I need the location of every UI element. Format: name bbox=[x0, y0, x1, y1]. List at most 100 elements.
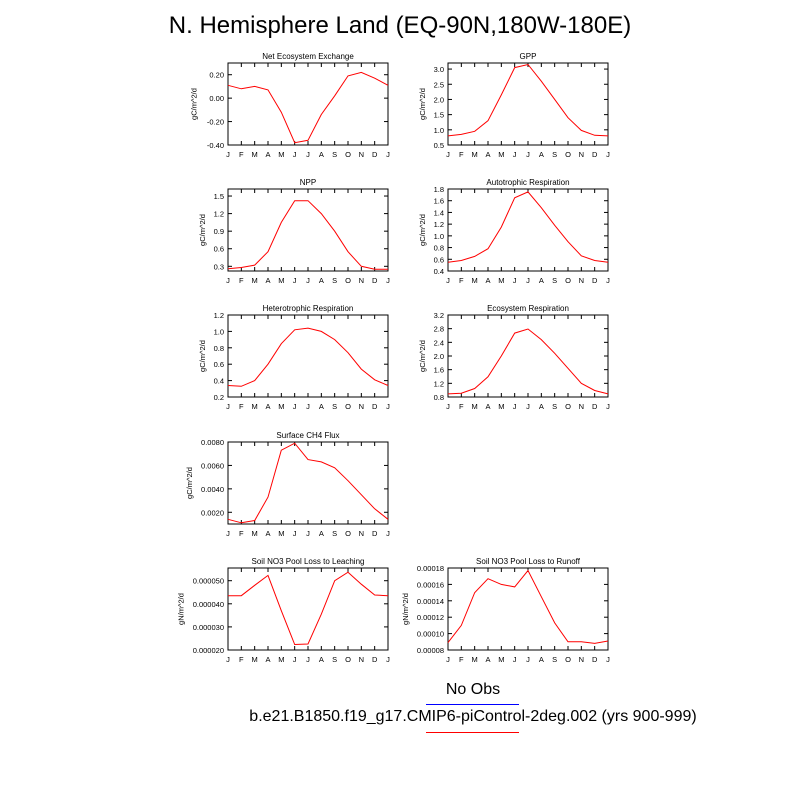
y-tick-label: 1.2 bbox=[434, 379, 444, 388]
x-tick-label: A bbox=[485, 402, 490, 411]
x-tick-label: F bbox=[459, 655, 464, 664]
x-tick-label: F bbox=[239, 402, 244, 411]
panel-title: Autotrophic Respiration bbox=[486, 178, 569, 187]
x-tick-label: M bbox=[472, 402, 478, 411]
x-tick-label: F bbox=[239, 150, 244, 159]
y-tick-label: -0.20 bbox=[207, 118, 224, 127]
panel-title: Soil NO3 Pool Loss to Leaching bbox=[252, 557, 365, 566]
chart-panel: Net Ecosystem Exchange -0.40 -0.20 0.00 0.20… bbox=[190, 52, 391, 159]
x-tick-label: J bbox=[606, 402, 610, 411]
y-tick-label: 2.8 bbox=[434, 325, 444, 334]
y-tick-label: 1.0 bbox=[434, 126, 444, 135]
legend-model-line bbox=[426, 732, 519, 733]
x-tick-label: J bbox=[386, 655, 390, 664]
x-tick-label: J bbox=[293, 529, 297, 538]
x-tick-label: J bbox=[513, 402, 517, 411]
x-tick-label: A bbox=[485, 150, 490, 159]
x-tick-label: N bbox=[359, 655, 364, 664]
x-tick-label: F bbox=[459, 276, 464, 285]
x-tick-label: N bbox=[579, 655, 584, 664]
x-tick-label: D bbox=[592, 655, 598, 664]
y-tick-label: 0.00012 bbox=[417, 613, 444, 622]
y-tick-label: 2.5 bbox=[434, 80, 444, 89]
x-tick-label: O bbox=[345, 150, 351, 159]
y-axis-label: gC/m^2/d bbox=[185, 467, 194, 499]
y-tick-label: 1.2 bbox=[214, 210, 224, 219]
plot-frame bbox=[227, 441, 389, 525]
x-tick-label: J bbox=[293, 150, 297, 159]
series-line bbox=[447, 569, 609, 644]
y-tick-label: 0.000040 bbox=[193, 600, 224, 609]
x-tick-label: M bbox=[498, 402, 504, 411]
y-tick-label: 1.6 bbox=[434, 197, 444, 206]
x-tick-label: J bbox=[226, 150, 230, 159]
y-axis-label: gC/m^2/d bbox=[418, 340, 427, 372]
x-tick-label: A bbox=[265, 276, 270, 285]
y-tick-label: 0.00016 bbox=[417, 580, 444, 589]
x-tick-label: J bbox=[293, 402, 297, 411]
y-tick-label: 0.5 bbox=[434, 141, 444, 150]
x-tick-label: N bbox=[359, 529, 364, 538]
x-tick-label: J bbox=[226, 276, 230, 285]
x-tick-label: J bbox=[306, 276, 310, 285]
x-tick-label: M bbox=[278, 276, 284, 285]
x-tick-label: A bbox=[265, 150, 270, 159]
panel-title: Heterotrophic Respiration bbox=[263, 304, 354, 313]
y-axis-label: gN/m^2/d bbox=[177, 593, 186, 625]
x-tick-label: A bbox=[319, 655, 324, 664]
x-tick-label: J bbox=[306, 150, 310, 159]
x-tick-label: J bbox=[513, 276, 517, 285]
panel-title: Soil NO3 Pool Loss to Runoff bbox=[476, 557, 581, 566]
x-tick-label: M bbox=[278, 655, 284, 664]
y-tick-label: 0.8 bbox=[214, 344, 224, 353]
x-tick-label: F bbox=[239, 529, 244, 538]
y-tick-label: 0.0040 bbox=[201, 485, 224, 494]
x-tick-label: O bbox=[345, 276, 351, 285]
x-tick-label: J bbox=[526, 150, 530, 159]
y-tick-label: 1.5 bbox=[214, 192, 224, 201]
x-tick-label: N bbox=[359, 150, 364, 159]
x-tick-label: N bbox=[579, 402, 584, 411]
y-tick-label: 0.000020 bbox=[193, 646, 224, 655]
plot-frame bbox=[447, 567, 609, 651]
plot-frame bbox=[447, 62, 609, 146]
x-tick-label: M bbox=[252, 529, 258, 538]
series-line bbox=[227, 200, 388, 270]
x-tick-label: J bbox=[606, 150, 610, 159]
x-tick-label: N bbox=[359, 276, 364, 285]
panel-title: NPP bbox=[300, 178, 316, 187]
x-tick-label: O bbox=[345, 529, 351, 538]
y-axis-label: gC/m^2/d bbox=[418, 88, 427, 120]
x-tick-label: J bbox=[446, 276, 450, 285]
x-tick-label: A bbox=[319, 402, 324, 411]
y-tick-label: 0.8 bbox=[434, 393, 444, 402]
x-tick-label: A bbox=[319, 529, 324, 538]
y-tick-label: 0.20 bbox=[209, 71, 224, 80]
x-tick-label: J bbox=[306, 529, 310, 538]
y-axis-label: gC/m^2/d bbox=[198, 340, 207, 372]
plot-frame bbox=[227, 62, 389, 146]
series-line bbox=[447, 191, 609, 263]
y-axis-label: gN/m^2/d bbox=[401, 593, 410, 625]
x-tick-label: S bbox=[332, 655, 337, 664]
x-tick-label: F bbox=[239, 276, 244, 285]
series-line bbox=[228, 571, 389, 646]
x-tick-label: A bbox=[485, 276, 490, 285]
y-tick-label: 1.6 bbox=[434, 366, 444, 375]
x-tick-label: M bbox=[252, 655, 258, 664]
y-tick-label: 1.0 bbox=[434, 232, 444, 241]
legend-model-label: b.e21.B1850.f19_g17.CMIP6-piControl-2deg… bbox=[249, 708, 697, 725]
x-tick-label: A bbox=[265, 655, 270, 664]
x-tick-label: J bbox=[513, 150, 517, 159]
x-tick-label: D bbox=[372, 150, 378, 159]
x-tick-label: A bbox=[539, 150, 544, 159]
y-axis-label: gC/m^2/d bbox=[198, 214, 207, 246]
x-tick-label: M bbox=[252, 276, 258, 285]
y-tick-label: 0.0060 bbox=[201, 461, 224, 470]
x-tick-label: M bbox=[472, 150, 478, 159]
y-tick-label: 0.00018 bbox=[417, 564, 444, 573]
x-tick-label: A bbox=[319, 276, 324, 285]
x-tick-label: D bbox=[372, 529, 378, 538]
x-tick-label: J bbox=[386, 402, 390, 411]
y-tick-label: 0.8 bbox=[434, 244, 444, 253]
